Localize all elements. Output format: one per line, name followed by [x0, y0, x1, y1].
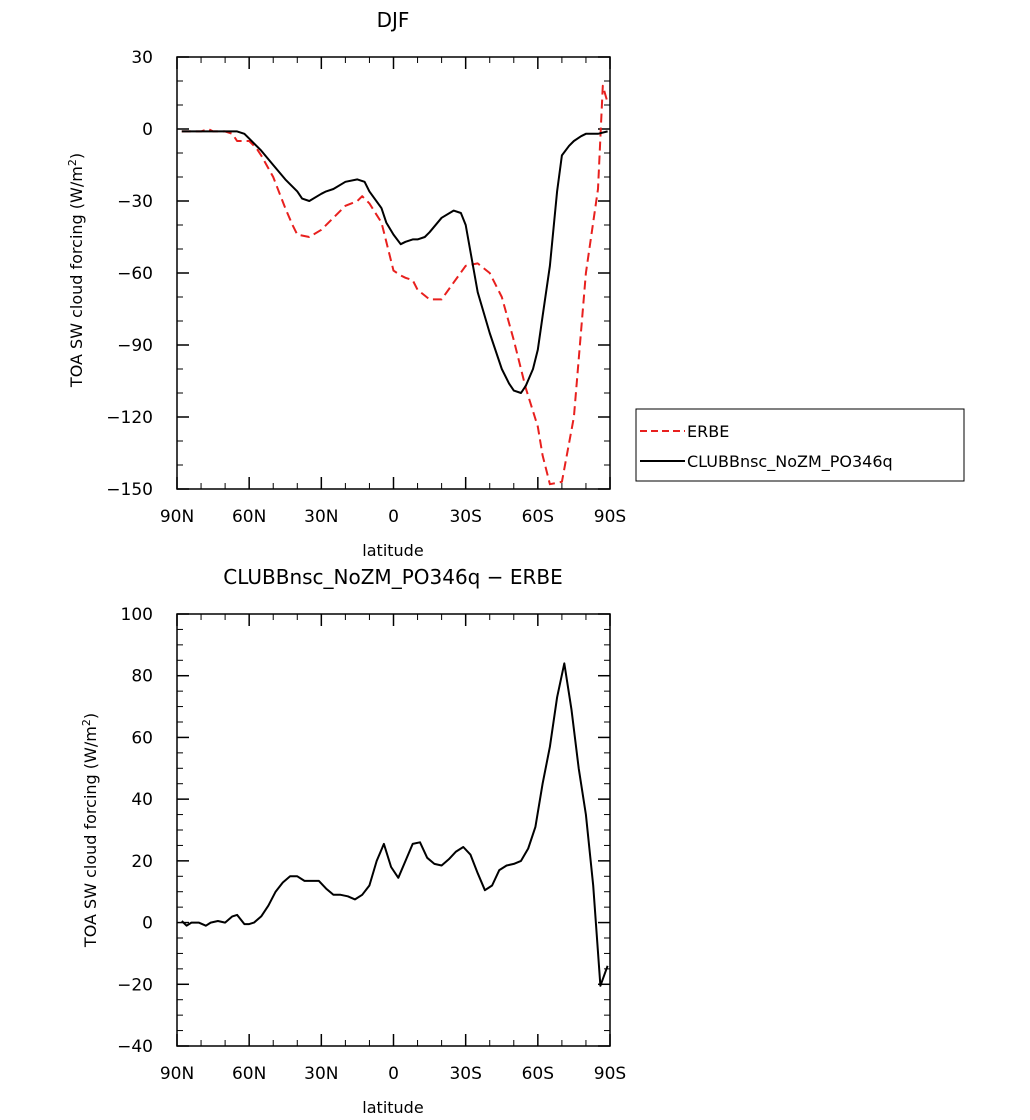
bottom-x-tick-label: 60N	[232, 1064, 266, 1084]
bottom-x-axis-label: latitude	[362, 1098, 423, 1117]
bottom-plot-area: 90N 60N 30N 0 30S 60S 90S 100 80 60 40 20 0 −20 −40	[117, 605, 626, 1084]
legend-label-clubb: CLUBBnsc_NoZM_PO346q	[687, 452, 893, 472]
top-y-tick-label: 30	[131, 48, 153, 68]
bottom-x-tick-label: 90N	[160, 1064, 194, 1084]
bottom-y-tick-label: 80	[131, 667, 153, 687]
bottom-plot-frame	[176, 613, 611, 1047]
top-x-tick-label: 0	[388, 507, 399, 527]
bottom-y-tick-label: 20	[131, 852, 153, 872]
top-x-tick-label: 30N	[304, 507, 338, 527]
top-series-line-clubbnsc-nozm-po346q	[181, 130, 608, 394]
bottom-panel: CLUBBnsc_NoZM_PO346q − ERBE 90N 60N 30N 0 30…	[80, 565, 626, 1117]
top-y-tick-label: −90	[117, 336, 153, 356]
bottom-series-line-difference	[181, 662, 609, 987]
bottom-chart-title: CLUBBnsc_NoZM_PO346q − ERBE	[223, 565, 562, 589]
bottom-x-tick-label: 0	[388, 1064, 399, 1084]
bottom-x-tick-label: 30N	[304, 1064, 338, 1084]
top-x-tick-label: 30S	[449, 507, 481, 527]
top-plot-frame	[176, 56, 611, 490]
chart-legend: ERBE CLUBBnsc_NoZM_PO346q	[635, 408, 965, 482]
bottom-y-tick-label: 60	[131, 728, 153, 748]
bottom-x-tick-label: 60S	[522, 1064, 554, 1084]
bottom-y-tick-label: 40	[131, 790, 153, 810]
top-panel: DJF 90N 60N 30N 0 30S 60S 90S 30 0 −30 −60 −90 −120 −…	[66, 8, 965, 560]
bottom-y-tick-label: 0	[142, 914, 153, 934]
top-x-axis-label: latitude	[362, 541, 423, 560]
legend-box	[635, 408, 965, 482]
top-y-tick-label: −30	[117, 192, 153, 212]
top-y-tick-label: −150	[106, 480, 153, 500]
bottom-x-tick-label: 90S	[594, 1064, 626, 1084]
bottom-x-tick-label: 30S	[449, 1064, 481, 1084]
top-y-tick-label: −60	[117, 264, 153, 284]
top-x-tick-label: 90S	[594, 507, 626, 527]
top-x-tick-label: 60S	[522, 507, 554, 527]
top-plot-area: 90N 60N 30N 0 30S 60S 90S 30 0 −30 −60 −90 −120 −150	[106, 48, 626, 527]
top-series-line-erbe	[181, 84, 609, 486]
top-y-axis-label: TOA SW cloud forcing (W/m2)	[66, 153, 86, 388]
bottom-y-tick-label: 100	[121, 605, 153, 625]
bottom-y-tick-label: −20	[117, 975, 153, 995]
top-y-tick-label: −120	[106, 408, 153, 428]
top-chart-title: DJF	[377, 8, 410, 32]
top-x-tick-label: 90N	[160, 507, 194, 527]
legend-label-erbe: ERBE	[687, 422, 729, 441]
top-y-tick-label: 0	[142, 120, 153, 140]
top-x-tick-label: 60N	[232, 507, 266, 527]
bottom-y-tick-label: −40	[117, 1037, 153, 1057]
bottom-y-axis-label: TOA SW cloud forcing (W/m2)	[80, 713, 100, 948]
